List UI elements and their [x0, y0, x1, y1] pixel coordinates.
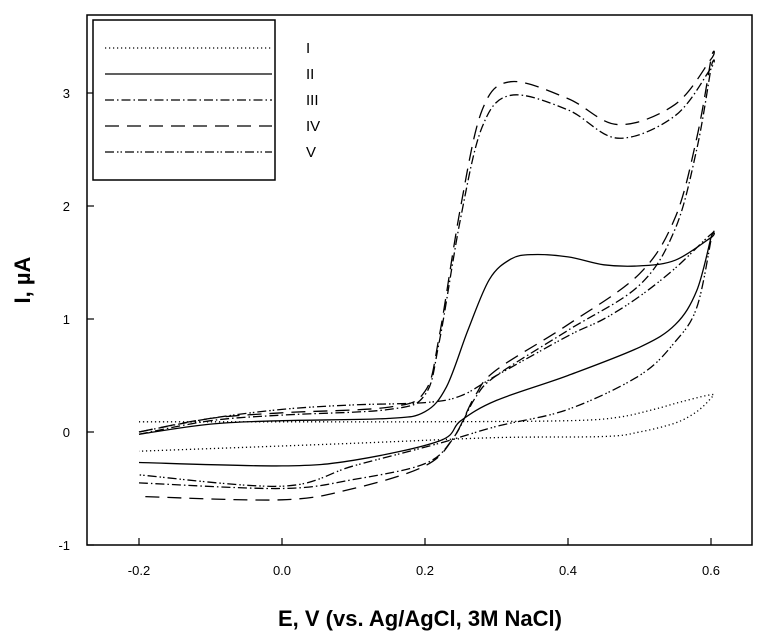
plot-frame — [86, 14, 753, 546]
y-axis-title: I, µA — [10, 256, 35, 303]
series-II-curve — [138, 232, 715, 467]
legend-label-V: V — [306, 144, 316, 161]
legend-label-I: I — [306, 40, 310, 57]
y-tick-label: -1 — [58, 538, 70, 553]
legend-label-III: III — [306, 92, 319, 109]
y-tick-label: 0 — [63, 425, 70, 440]
legend-label-II: II — [306, 66, 314, 83]
x-tick-label: 0.4 — [559, 563, 577, 578]
x-axis-title: E, V (vs. Ag/AgCl, 3M NaCl) — [278, 606, 562, 631]
x-tick-label: -0.2 — [128, 563, 150, 578]
y-tick-label: 3 — [63, 86, 70, 101]
series-IV-curve — [138, 50, 715, 501]
y-tick-label: 2 — [63, 199, 70, 214]
legend-label-IV: IV — [306, 118, 320, 135]
x-tick-label: 0.6 — [702, 563, 720, 578]
x-tick-label: 0.0 — [273, 563, 291, 578]
x-tick-label: 0.2 — [416, 563, 434, 578]
series-III-curve — [138, 59, 715, 490]
series-V-curve — [138, 230, 715, 487]
y-tick-label: 1 — [63, 312, 70, 327]
